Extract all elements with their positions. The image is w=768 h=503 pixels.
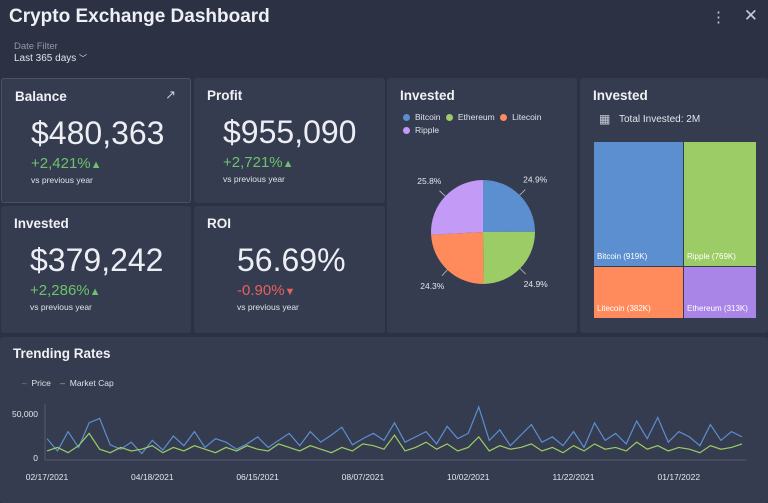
card-title: Invested — [593, 88, 648, 103]
kpi-card-balance[interactable]: Balance ↗ $480,363 +2,421%▲ vs previous … — [1, 78, 191, 203]
card-title: Invested — [400, 88, 455, 103]
tile-label: Ethereum (313K) — [687, 304, 748, 313]
card-title: Balance — [15, 89, 67, 104]
total-invested-label: Total Invested: 2M — [619, 114, 701, 125]
arrow-down-icon: ▼ — [284, 286, 296, 298]
treemap-icon: ▦ — [599, 112, 611, 126]
more-options-icon[interactable]: ⋮ — [711, 9, 726, 26]
kpi-value: $480,363 — [31, 115, 165, 151]
pie-legend: Bitcoin Ethereum Litecoin Ripple — [400, 111, 570, 137]
kpi-card-invested[interactable]: Invested $379,242 +2,286%▲ vs previous y… — [1, 206, 191, 333]
ripple-dot-icon — [403, 127, 410, 134]
card-title: Profit — [207, 88, 243, 103]
kpi-value: 56.69% — [237, 242, 346, 278]
legend-item-ethereum[interactable]: Ethereum — [443, 112, 495, 122]
bitcoin-dot-icon — [403, 114, 410, 121]
legend-label: Price — [31, 378, 51, 388]
pie-slice-ethereum[interactable] — [483, 231, 535, 284]
arrow-up-icon: ▲ — [89, 286, 101, 298]
pie-slice-ripple[interactable] — [431, 180, 483, 235]
legend-item-market-cap[interactable]: – Market Cap — [60, 378, 113, 388]
tile-label: Bitcoin (919K) — [597, 252, 648, 261]
kpi-change: +2,721% — [223, 154, 283, 171]
legend-item-litecoin[interactable]: Litecoin — [497, 112, 541, 122]
card-title: Invested — [14, 216, 69, 231]
series-line-market-cap — [46, 432, 743, 454]
pie-leader-line — [439, 190, 446, 197]
legend-label: Litecoin — [512, 112, 542, 122]
legend-item-bitcoin[interactable]: Bitcoin — [400, 112, 441, 122]
y-tick-label: 0 — [33, 453, 38, 463]
legend-label: Market Cap — [69, 378, 114, 388]
kpi-card-roi[interactable]: ROI 56.69% -0.90%▼ vs previous year — [194, 206, 385, 333]
y-tick-label: 50,000 — [12, 409, 38, 419]
card-title: ROI — [207, 216, 232, 231]
x-tick-label: 01/17/2022 — [658, 472, 701, 482]
pie-leader-line — [441, 269, 448, 276]
card-title: Trending Rates — [13, 346, 111, 361]
trending-rates-card[interactable]: Trending Rates – Price – Market Cap 0 50,… — [0, 337, 768, 503]
kpi-value: $955,090 — [223, 114, 357, 150]
legend-label: Ripple — [415, 125, 440, 135]
tile-label: Ripple (769K) — [687, 252, 736, 261]
pie-chart: 24.9% 24.9% 24.3% 25.8% — [417, 175, 549, 291]
kpi-subtitle: vs previous year — [237, 302, 299, 312]
pie-data-label: 24.9% — [524, 279, 549, 289]
kpi-change: +2,421% — [31, 155, 91, 172]
legend-item-price[interactable]: – Price — [22, 378, 51, 388]
x-tick-label: 08/07/2021 — [342, 472, 385, 482]
kpi-change: +2,286% — [30, 282, 90, 299]
pie-slice-litecoin[interactable] — [431, 232, 484, 284]
treemap-tile-ethereum[interactable]: Ethereum (313K) — [684, 267, 756, 318]
ethereum-dot-icon — [445, 114, 453, 121]
arrow-up-icon: ▲ — [90, 159, 102, 171]
pie-leader-line — [519, 189, 526, 196]
legend-item-ripple[interactable]: Ripple — [400, 125, 439, 135]
treemap-tile-bitcoin[interactable]: Bitcoin (919K) — [594, 142, 683, 266]
x-tick-label: 06/15/2021 — [236, 472, 279, 482]
pie-leader-line — [519, 268, 526, 275]
arrow-up-icon: ▲ — [282, 158, 294, 170]
series-line-price — [46, 405, 743, 455]
kpi-subtitle: vs previous year — [223, 174, 285, 184]
invested-pie-card[interactable]: Invested Bitcoin Ethereum Litecoin Rippl… — [387, 78, 577, 333]
treemap-tile-ripple[interactable]: Ripple (769K) — [684, 142, 756, 266]
close-icon[interactable]: ✕ — [743, 6, 758, 25]
chevron-down-icon: ﹀ — [79, 54, 88, 63]
date-filter-value: Last 365 days — [14, 53, 77, 64]
kpi-value: $379,242 — [30, 242, 164, 278]
tile-label: Litecoin (382K) — [597, 304, 651, 313]
date-filter-label: Date Filter — [14, 41, 58, 52]
x-tick-label: 11/22/2021 — [553, 472, 595, 482]
kpi-subtitle: vs previous year — [30, 302, 92, 312]
pie-data-label: 24.9% — [523, 175, 548, 185]
page-title: Crypto Exchange Dashboard — [9, 6, 270, 27]
treemap-tile-litecoin[interactable]: Litecoin (382K) — [594, 267, 683, 318]
date-filter-dropdown[interactable]: Last 365 days ﹀ — [14, 53, 87, 64]
kpi-subtitle: vs previous year — [31, 175, 93, 185]
litecoin-dot-icon — [500, 114, 508, 121]
market-cap-line-icon: – — [60, 378, 66, 388]
line-legend: – Price – Market Cap — [22, 378, 114, 388]
expand-icon[interactable]: ↗ — [165, 87, 176, 102]
legend-label: Bitcoin — [415, 112, 441, 122]
kpi-change: -0.90% — [237, 282, 285, 299]
line-chart: 0 50,000 02/17/2021 04/18/2021 06/15/2021 08/… — [12, 403, 746, 482]
pie-data-label: 25.8% — [417, 176, 442, 186]
invested-treemap-card[interactable]: Invested ▦ Total Invested: 2M Bitcoin (9… — [580, 78, 768, 333]
price-line-icon: – — [22, 378, 27, 388]
x-tick-label: 10/02/2021 — [447, 472, 490, 482]
pie-data-label: 24.3% — [420, 281, 445, 291]
legend-label: Ethereum — [457, 112, 495, 122]
x-tick-label: 02/17/2021 — [26, 472, 69, 482]
x-tick-label: 04/18/2021 — [131, 472, 174, 482]
pie-slice-bitcoin[interactable] — [483, 180, 535, 232]
kpi-card-profit[interactable]: Profit $955,090 +2,721%▲ vs previous yea… — [194, 78, 385, 203]
